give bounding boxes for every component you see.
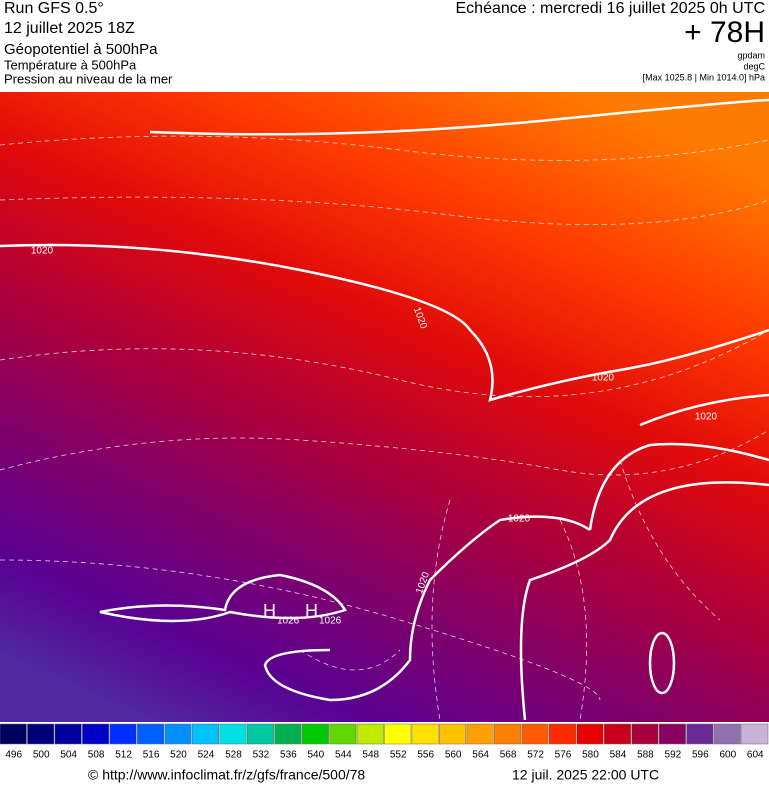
valid-time: 12 juil. 2025 22:00 UTC [512, 767, 659, 783]
unit: gpdam [737, 50, 765, 60]
isobar-label: 1020 [31, 246, 54, 257]
scale-label: 576 [555, 750, 572, 761]
color-swatch [741, 723, 769, 745]
color-swatch [219, 723, 247, 745]
scale-label: 500 [33, 750, 50, 761]
color-swatch [82, 723, 110, 745]
color-swatch [549, 723, 576, 745]
scale-label: 556 [417, 750, 434, 761]
unit: [Max 1025.8 | Min 1014.0] hPa [643, 72, 765, 82]
color-swatch [494, 723, 522, 745]
color-swatch [274, 723, 302, 745]
color-swatch [466, 723, 494, 745]
scale-label: 552 [390, 750, 407, 761]
color-swatch [109, 723, 137, 745]
scale-label: 572 [527, 750, 544, 761]
color-swatch [246, 723, 274, 745]
scale-label: 584 [610, 750, 627, 761]
run: 12 juillet 2025 18Z [4, 20, 135, 37]
isobars [0, 98, 769, 721]
scale-label: 564 [472, 750, 489, 761]
field: Géopotentiel à 500hPa [4, 41, 158, 58]
color-swatch [686, 723, 714, 745]
model: Run GFS 0.5° [4, 0, 104, 17]
unit: degC [743, 61, 765, 71]
color-swatch [603, 723, 631, 745]
color-swatch [384, 723, 412, 745]
color-swatch [329, 723, 357, 745]
scale-label: 588 [637, 750, 654, 761]
color-swatch [576, 723, 604, 745]
isotherms [0, 135, 769, 721]
echeance: Echéance : mercredi 16 juillet 2025 0h U… [456, 0, 766, 17]
color-swatch [0, 723, 27, 745]
scale-label: 512 [115, 750, 132, 761]
scale-label: 528 [225, 750, 242, 761]
color-swatch [137, 723, 165, 745]
scale-label: 504 [60, 750, 77, 761]
scale-label: 580 [582, 750, 599, 761]
scale-label: 544 [335, 750, 352, 761]
scale-label: 596 [692, 750, 709, 761]
color-swatch [631, 723, 659, 745]
scale-label: 592 [665, 750, 682, 761]
color-swatch [356, 723, 384, 745]
scale-label: 604 [747, 750, 764, 761]
color-swatch [164, 723, 192, 745]
scale-label: 508 [88, 750, 105, 761]
color-scale: 496 500 504 508 512 516 520 524 528 532 536 540 544 5… [0, 723, 769, 761]
color-swatch [301, 723, 329, 745]
color-swatch [658, 723, 686, 745]
high-symbol: H [263, 601, 276, 621]
scale-label: 568 [500, 750, 517, 761]
scale-label: 520 [170, 750, 187, 761]
scale-label: 540 [307, 750, 324, 761]
field-background [0, 92, 769, 722]
high-symbol: H [305, 601, 318, 621]
color-swatch [713, 723, 741, 745]
scale-label: 548 [362, 750, 379, 761]
color-swatch [521, 723, 549, 745]
lead-time: + 78H [684, 16, 765, 49]
source-url: © http://www.infoclimat.fr/z/gfs/france/… [88, 767, 365, 783]
scale-label: 532 [253, 750, 270, 761]
header: Run GFS 0.5° 12 juillet 2025 18Z Géopote… [4, 0, 766, 86]
scale-label: 516 [143, 750, 160, 761]
scale-label: 600 [719, 750, 736, 761]
field: Température à 500hPa [4, 57, 137, 72]
color-swatch [411, 723, 439, 745]
footer: © http://www.infoclimat.fr/z/gfs/france/… [88, 767, 659, 783]
isobar-label: 1020 [508, 514, 531, 525]
color-swatch [54, 723, 82, 745]
isobar-label: 1020 [592, 373, 615, 384]
color-swatch [27, 723, 55, 745]
high-value: 1026 [277, 616, 300, 627]
scale-label: 560 [445, 750, 462, 761]
high-value: 1026 [319, 616, 342, 627]
scale-label: 524 [198, 750, 215, 761]
scale-label: 496 [5, 750, 22, 761]
isobar-label: 1020 [695, 412, 718, 423]
field: Pression au niveau de la mer [4, 71, 173, 86]
color-swatch [192, 723, 219, 745]
color-swatch [439, 723, 467, 745]
scale-label: 536 [280, 750, 297, 761]
